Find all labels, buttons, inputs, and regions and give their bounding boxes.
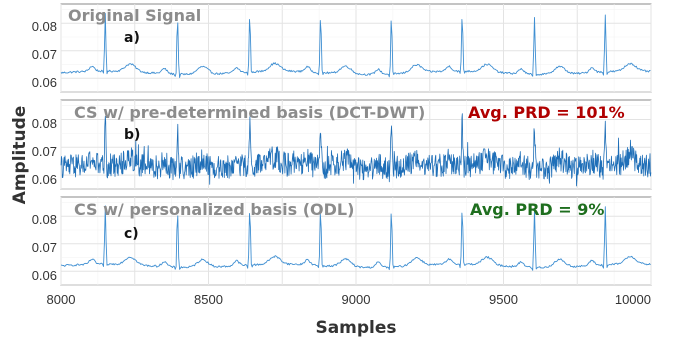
panel-a-title: Original Signal — [68, 6, 201, 25]
x-tick-8500: 8500 — [194, 292, 223, 307]
panel-c-title: CS w/ personalized basis (ODL) — [74, 200, 354, 219]
x-tick-9000: 9000 — [342, 292, 371, 307]
panel-a-ytick-0: 0.08 — [32, 19, 57, 34]
x-tick-9500: 9500 — [489, 292, 518, 307]
panel-a-ytick-2: 0.06 — [32, 75, 57, 90]
panel-c-ytick-1: 0.07 — [32, 240, 57, 255]
panel-c-grid — [60, 197, 652, 286]
panel-c-prd: Avg. PRD = 9% — [470, 200, 604, 219]
x-tick-10000: 10000 — [615, 292, 651, 307]
panel-c: CS w/ personalized basis (ODL) Avg. PRD … — [32, 196, 652, 286]
panel-b-prd: Avg. PRD = 101% — [468, 103, 625, 122]
panel-a-signal-line — [60, 12, 651, 78]
panel-c-label: c) — [124, 226, 139, 242]
panel-b-ytick-2: 0.06 — [32, 172, 57, 187]
x-axis: 8000 8500 9000 9500 10000 — [47, 292, 651, 307]
panel-b-ytick-0: 0.08 — [32, 116, 57, 131]
panel-b-label: b) — [124, 127, 140, 143]
panel-a-label: a) — [124, 30, 140, 46]
panel-a: Original Signal a) 0.08 0.07 0.06 — [32, 3, 652, 93]
panel-b: CS w/ pre-determined basis (DCT-DWT) Avg… — [32, 99, 652, 190]
panel-a-ytick-1: 0.07 — [32, 47, 57, 62]
panel-b-ytick-1: 0.07 — [32, 144, 57, 159]
x-axis-title: Samples — [315, 318, 396, 338]
panel-b-title: CS w/ pre-determined basis (DCT-DWT) — [74, 103, 425, 122]
panel-a-grid — [60, 4, 652, 93]
panel-c-signal-line — [60, 205, 651, 271]
panel-c-ytick-2: 0.06 — [32, 268, 57, 283]
panel-c-ytick-0: 0.08 — [32, 212, 57, 227]
x-tick-8000: 8000 — [47, 292, 76, 307]
y-axis-title: Amplitude — [10, 106, 30, 205]
panel-b-signal-line — [60, 113, 652, 187]
